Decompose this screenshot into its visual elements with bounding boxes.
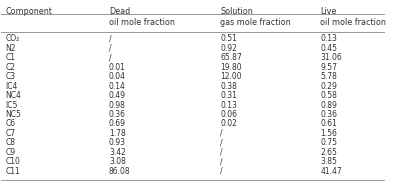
Text: Component: Component	[5, 7, 52, 16]
Text: /: /	[220, 129, 223, 138]
Text: NC5: NC5	[5, 110, 21, 119]
Text: N2: N2	[5, 44, 16, 53]
Text: C6: C6	[5, 120, 15, 128]
Text: /: /	[109, 34, 112, 43]
Text: 0.13: 0.13	[320, 34, 337, 43]
Text: 0.49: 0.49	[109, 91, 126, 100]
Text: 0.36: 0.36	[320, 110, 337, 119]
Text: 12.00: 12.00	[220, 72, 242, 81]
Text: 0.36: 0.36	[109, 110, 126, 119]
Text: /: /	[109, 44, 112, 53]
Text: C3: C3	[5, 72, 15, 81]
Text: 0.51: 0.51	[220, 34, 237, 43]
Text: C10: C10	[5, 157, 20, 166]
Text: 0.98: 0.98	[109, 100, 126, 110]
Text: C1: C1	[5, 53, 15, 62]
Text: Solution
gas mole fraction: Solution gas mole fraction	[220, 7, 291, 27]
Text: 0.13: 0.13	[220, 100, 237, 110]
Text: 1.78: 1.78	[109, 129, 126, 138]
Text: 31.06: 31.06	[320, 53, 342, 62]
Text: 0.06: 0.06	[220, 110, 237, 119]
Text: C2: C2	[5, 63, 15, 72]
Text: 86.08: 86.08	[109, 167, 130, 176]
Text: C7: C7	[5, 129, 15, 138]
Text: 0.04: 0.04	[109, 72, 126, 81]
Text: 0.92: 0.92	[220, 44, 237, 53]
Text: NC4: NC4	[5, 91, 21, 100]
Text: C8: C8	[5, 138, 15, 147]
Text: 0.29: 0.29	[320, 82, 337, 91]
Text: 3.42: 3.42	[109, 148, 126, 157]
Text: /: /	[220, 157, 223, 166]
Text: 0.38: 0.38	[220, 82, 237, 91]
Text: IC4: IC4	[5, 82, 18, 91]
Text: 0.61: 0.61	[320, 120, 337, 128]
Text: Dead
oil mole fraction: Dead oil mole fraction	[109, 7, 175, 27]
Text: 0.69: 0.69	[109, 120, 126, 128]
Text: C9: C9	[5, 148, 15, 157]
Text: 41.47: 41.47	[320, 167, 342, 176]
Text: 0.58: 0.58	[320, 91, 337, 100]
Text: 3.85: 3.85	[320, 157, 337, 166]
Text: 2.65: 2.65	[320, 148, 337, 157]
Text: 0.75: 0.75	[320, 138, 337, 147]
Text: 9.57: 9.57	[320, 63, 337, 72]
Text: 0.14: 0.14	[109, 82, 126, 91]
Text: 19.80: 19.80	[220, 63, 242, 72]
Text: /: /	[220, 167, 223, 176]
Text: 1.56: 1.56	[320, 129, 337, 138]
Text: 0.31: 0.31	[220, 91, 237, 100]
Text: 5.78: 5.78	[320, 72, 337, 81]
Text: 0.01: 0.01	[109, 63, 126, 72]
Text: /: /	[220, 148, 223, 157]
Text: IC5: IC5	[5, 100, 18, 110]
Text: /: /	[109, 53, 112, 62]
Text: 0.45: 0.45	[320, 44, 337, 53]
Text: CO₂: CO₂	[5, 34, 20, 43]
Text: 0.93: 0.93	[109, 138, 126, 147]
Text: Live
oil mole fraction: Live oil mole fraction	[320, 7, 386, 27]
Text: C11: C11	[5, 167, 20, 176]
Text: /: /	[220, 138, 223, 147]
Text: 0.89: 0.89	[320, 100, 337, 110]
Text: 0.02: 0.02	[220, 120, 237, 128]
Text: 65.87: 65.87	[220, 53, 242, 62]
Text: 3.08: 3.08	[109, 157, 126, 166]
